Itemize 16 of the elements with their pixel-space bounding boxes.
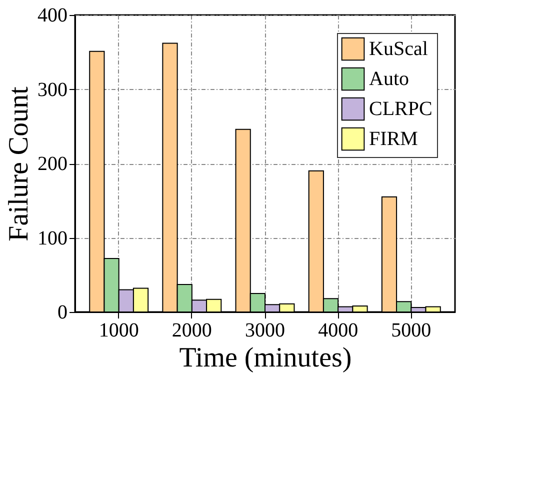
y-tick-label: 400 — [38, 4, 68, 26]
y-axis-title: Failure Count — [4, 86, 34, 242]
y-tick-label: 200 — [38, 153, 68, 175]
legend-label: FIRM — [369, 128, 418, 150]
legend-label: CLRPC — [369, 98, 432, 120]
x-tick-label: 4000 — [318, 320, 358, 342]
x-tick-label: 5000 — [391, 320, 432, 342]
x-tick-label: 2000 — [172, 320, 212, 342]
y-tick-label: 100 — [38, 227, 68, 250]
y-tick-label: 300 — [38, 78, 68, 101]
y-tick-label: 0 — [58, 302, 68, 324]
x-tick-label: 3000 — [245, 320, 285, 342]
legend-label: KuScal — [369, 38, 428, 60]
x-tick-label: 1000 — [98, 320, 139, 342]
x-axis-title: Time (minutes) — [179, 342, 352, 374]
legend-label: Auto — [369, 68, 409, 90]
